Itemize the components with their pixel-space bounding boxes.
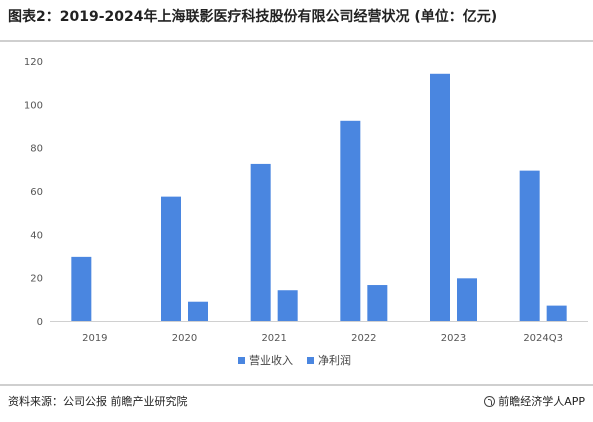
x-tick-label: 2021 [261,333,286,344]
bar-net-profit [457,278,477,321]
bar-revenue [430,73,450,322]
legend-label: 净利润 [318,353,351,367]
x-tick-label: 2024Q3 [523,333,563,344]
bar-revenue [340,120,361,321]
chart-title: 图表2：2019-2024年上海联影医疗科技股份有限公司经营状况 (单位：亿元) [8,9,498,25]
brand-name: 前瞻经济学人APP [498,395,585,408]
x-tick-label: 2022 [351,333,376,344]
y-tick-label: 20 [30,274,43,285]
x-axis: 2019 2020 2021 2022 2023 2024Q3 [82,333,563,344]
bar-net-profit [188,301,208,321]
bars [71,73,567,322]
y-tick-label: 100 [24,100,43,111]
y-tick-label: 0 [37,317,43,328]
bar-net-profit [546,305,567,321]
x-tick-label: 2020 [172,333,197,344]
y-tick-label: 120 [24,57,43,68]
legend-swatch [238,357,245,364]
bar-revenue [519,170,540,321]
y-tick-label: 60 [30,187,43,198]
legend: 营业收入 净利润 [238,353,351,367]
brand-logo-icon [484,395,496,407]
y-axis: 0 20 40 60 80 100 120 [24,57,43,328]
bar-net-profit [277,290,298,321]
legend-label: 营业收入 [249,353,293,367]
bar-net-profit [367,285,388,321]
footer-divider [0,384,593,386]
title-divider [0,40,593,42]
bar-revenue [161,196,181,321]
bar-chart: 0 20 40 60 80 100 120 2019 2020 2021 2022 2023 2024… [24,57,588,367]
x-tick-label: 2019 [82,333,107,344]
y-tick-label: 40 [30,230,43,241]
y-tick-label: 80 [30,144,43,155]
brand-mark: 前瞻经济学人APP [484,393,585,409]
bar-revenue [250,163,271,321]
bar-revenue [71,256,92,321]
legend-swatch [307,357,314,364]
x-tick-label: 2023 [441,333,466,344]
source-note: 资料来源：公司公报 前瞻产业研究院 [8,395,188,408]
